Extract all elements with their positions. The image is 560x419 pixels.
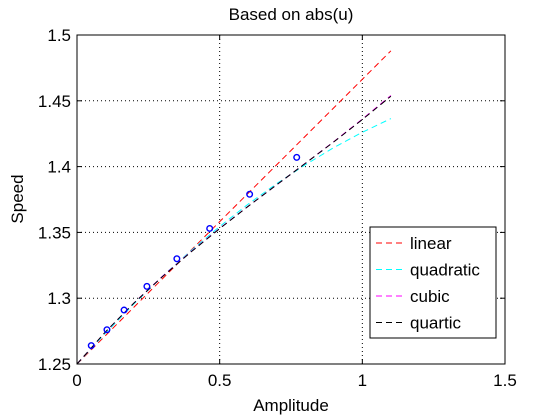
legend-label-linear: linear (410, 234, 452, 253)
y-tick-label: 1.25 (38, 355, 71, 374)
data-point (143, 282, 151, 290)
legend-box (369, 226, 497, 339)
series-layer (76, 50, 392, 365)
data-points (87, 153, 301, 350)
data-point (173, 255, 181, 263)
legend-label-cubic: cubic (410, 287, 450, 306)
data-point (120, 306, 128, 314)
y-tick-label: 1.3 (47, 289, 71, 308)
legend-label-quadratic: quadratic (410, 261, 480, 280)
data-point (246, 190, 254, 198)
data-point (293, 153, 301, 161)
plot-frame (76, 34, 506, 365)
series-line-quartic (76, 95, 392, 365)
y-tick-label: 1.5 (47, 26, 71, 45)
y-tick-label: 1.35 (38, 223, 71, 242)
x-tick-label: 1.5 (493, 371, 517, 390)
x-axis-label: Amplitude (253, 396, 329, 415)
legend: linear quadratic cubic quartic (369, 226, 497, 339)
legend-label-quartic: quartic (410, 314, 462, 333)
data-point (206, 224, 214, 232)
series-line-linear (76, 50, 392, 365)
axis-ticks: 0 0.5 1 1.5 1.25 1.3 1.35 1.4 1.45 1.5 (38, 26, 517, 390)
series-line-quadratic (76, 118, 392, 365)
chart-title: Based on abs(u) (229, 5, 354, 24)
x-tick-label: 0 (72, 371, 81, 390)
y-tick-label: 1.45 (38, 92, 71, 111)
data-point (87, 342, 95, 350)
y-tick-label: 1.4 (47, 158, 71, 177)
y-axis-label: Speed (8, 174, 27, 223)
x-tick-label: 0.5 (208, 371, 232, 390)
data-point (103, 326, 111, 334)
x-tick-label: 1 (358, 371, 367, 390)
